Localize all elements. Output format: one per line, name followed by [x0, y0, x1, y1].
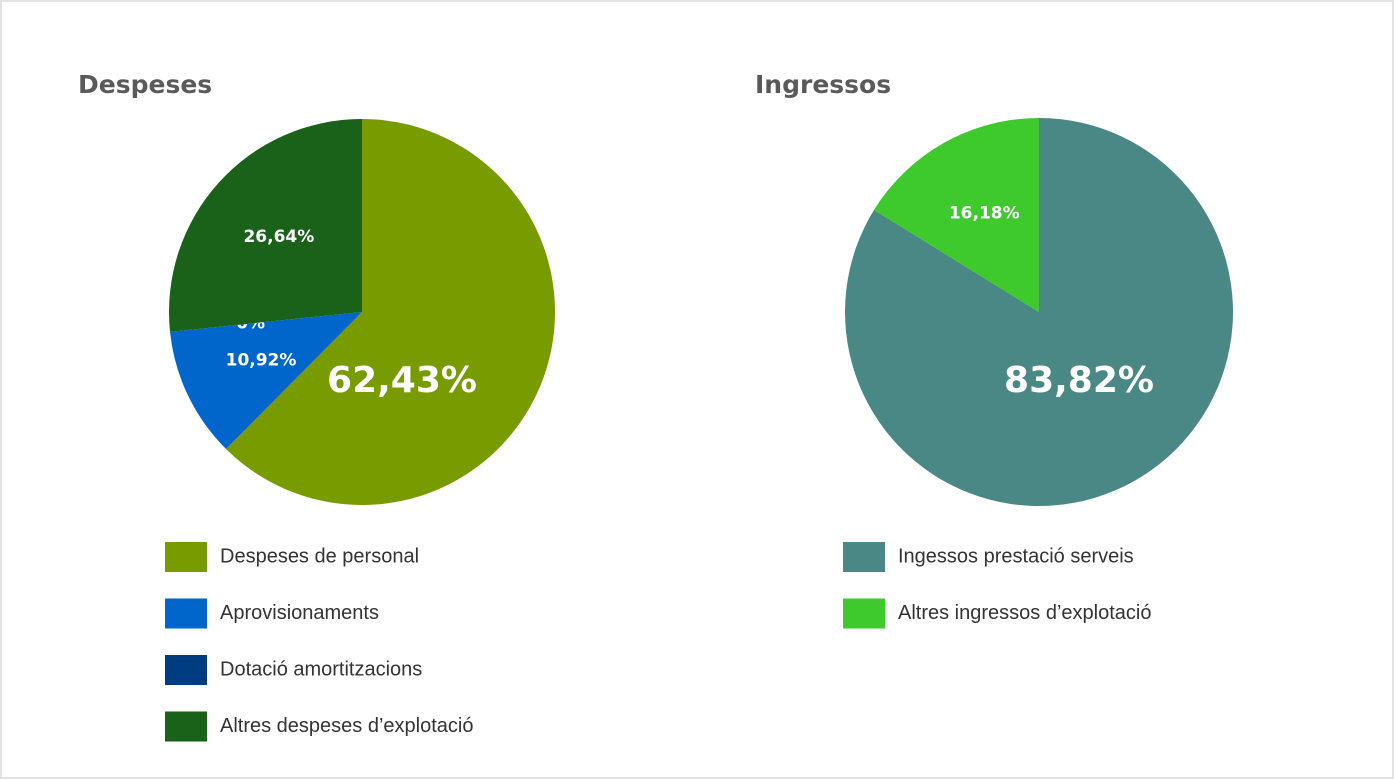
pie-slice — [170, 312, 362, 450]
legend-label: Dotació amortitzacions — [220, 658, 422, 680]
slice-label: 16,18% — [949, 204, 1020, 224]
pie-slice — [226, 119, 556, 505]
legend-label: Ingessos prestació serveis — [898, 545, 1134, 567]
legend-swatch — [165, 542, 207, 572]
slice-label: 10,92% — [226, 350, 297, 370]
slice-label: 62,43% — [327, 360, 477, 401]
pie-slice — [844, 118, 1233, 506]
pie-slice — [169, 119, 362, 332]
legend-label: Altres despeses d’explotació — [220, 715, 473, 737]
chart-title: Despeses — [78, 70, 212, 99]
legend-swatch — [843, 542, 885, 572]
legend-label: Altres ingressos d’explotació — [898, 602, 1151, 624]
legend-swatch — [843, 598, 885, 629]
slice-label: 83,82% — [1004, 360, 1154, 401]
legend-label: Despeses de personal — [220, 545, 419, 567]
pie-slice — [874, 118, 1039, 312]
slice-label: 26,64% — [243, 227, 314, 247]
legend-label: Aprovisionaments — [220, 602, 379, 624]
legend-swatch — [165, 598, 207, 629]
chart-title: Ingressos — [755, 70, 891, 99]
legend-swatch — [165, 711, 207, 742]
legend-swatch — [165, 655, 207, 685]
